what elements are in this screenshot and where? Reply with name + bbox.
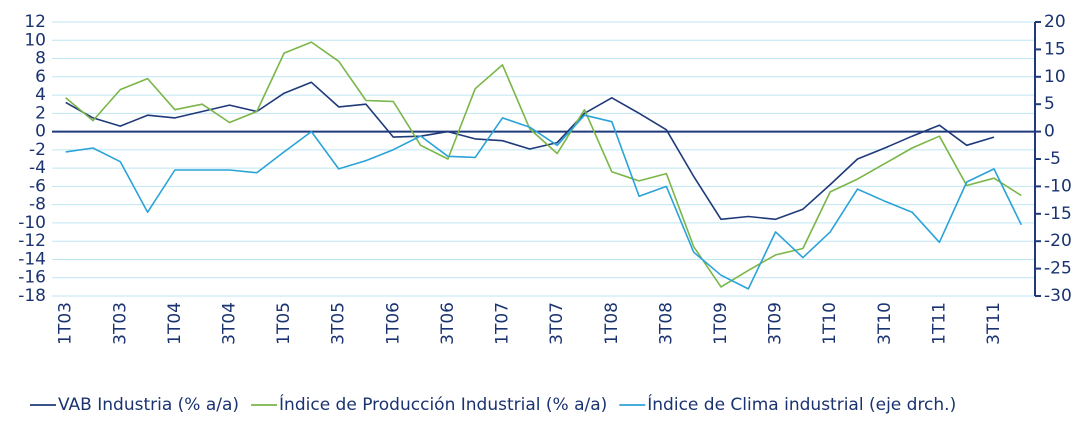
y-tick-label: -10 [18,213,46,233]
x-tick-label: 3T04 [219,302,239,345]
x-tick-label: 3T03 [110,302,130,345]
y-tick-label: 2 [35,103,46,123]
x-tick-label: 1T09 [711,302,731,345]
x-tick-label: 1T08 [602,302,622,345]
x-tick-label: 3T08 [656,302,676,345]
y-tick-label: 0 [35,122,46,142]
x-tick-label: 3T10 [875,302,895,345]
y2-tick-label: -25 [1044,259,1072,279]
series-line [65,41,1022,288]
x-tick-label: 1T11 [929,302,949,345]
y-tick-label: -14 [18,249,46,269]
x-tick-label: 1T06 [383,302,403,345]
x-tick-label: 3T11 [984,302,1004,345]
x-tick-label: 3T07 [547,302,567,345]
legend-label: Índice de Clima industrial (eje drch.) [647,393,956,415]
y-tick-label: 12 [24,12,46,32]
series-line [65,114,1023,290]
y2-tick-label: -5 [1044,149,1061,169]
y-tick-label: -16 [18,268,46,288]
x-tick-label: 1T04 [165,302,185,345]
y-tick-label: -18 [18,286,46,306]
x-tick-label: 3T05 [329,302,349,345]
legend-label: Índice de Producción Industrial (% a/a) [279,393,607,415]
y-tick-label: -4 [29,158,46,178]
y-tick-label: 10 [24,30,46,50]
series-line [65,81,995,221]
y2-tick-label: 15 [1044,39,1066,59]
y-tick-label: 6 [35,67,46,87]
y-tick-label: -2 [29,140,46,160]
y2-tick-label: 0 [1044,122,1055,142]
y2-tick-label: 5 [1044,94,1055,114]
y-tick-label: 8 [35,49,46,69]
x-tick-label: 1T03 [56,302,76,345]
x-tick-label: 1T10 [820,302,840,345]
y-tick-label: -12 [18,231,46,251]
x-tick-label: 3T09 [766,302,786,345]
y-tick-label: 4 [35,85,46,105]
y2-tick-label: 20 [1044,12,1066,32]
y-tick-label: -6 [29,176,46,196]
x-tick-label: 1T07 [493,302,513,345]
x-tick-label: 1T05 [274,302,294,345]
y2-tick-label: -30 [1044,286,1072,306]
y2-tick-label: -10 [1044,176,1072,196]
y2-tick-label: -15 [1044,204,1072,224]
y2-tick-label: 10 [1044,67,1066,87]
legend-label: VAB Industria (% a/a) [58,395,239,415]
x-tick-label: 3T06 [438,302,458,345]
y2-tick-label: -20 [1044,231,1072,251]
y-tick-label: -8 [29,195,46,215]
